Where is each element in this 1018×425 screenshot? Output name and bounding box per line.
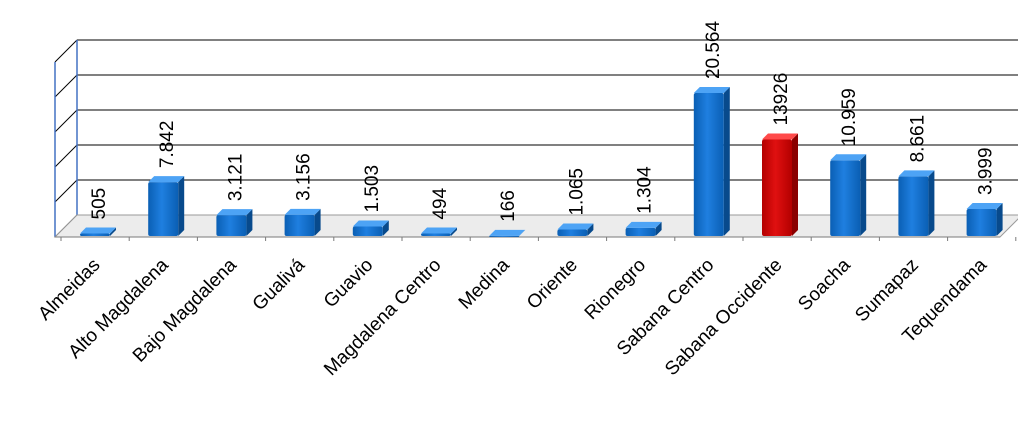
bar-front (557, 229, 588, 236)
bar (216, 209, 253, 236)
bar (352, 220, 389, 236)
bar (830, 154, 867, 236)
bar-top (148, 176, 185, 183)
bar-front (421, 233, 451, 236)
data-label: 10.959 (839, 88, 860, 146)
bar-side (451, 227, 457, 236)
bar-side (792, 133, 798, 236)
bar (557, 223, 594, 236)
data-label: 1.503 (362, 165, 383, 213)
category-label: Sumapaz (851, 255, 923, 327)
bar-top (352, 220, 389, 227)
bars-group (80, 87, 1003, 237)
category-label: Oriente (523, 255, 582, 314)
bar-side (860, 154, 867, 236)
bar (898, 170, 935, 236)
category-label: Sabana Occidente (661, 255, 786, 380)
bar-side (519, 229, 526, 236)
bar (421, 227, 457, 236)
bar-top (421, 227, 457, 234)
bar-front (216, 215, 247, 236)
bar-top (762, 133, 798, 140)
bar-front (830, 160, 861, 236)
side-gridline (54, 179, 78, 203)
category-label: Soacha (794, 254, 855, 315)
data-label: 3.156 (294, 153, 315, 201)
bar-top (80, 227, 116, 234)
bar-front (625, 227, 656, 236)
data-labels-group: 505 7.842 3.121 3.156 1.503 494 166 1.065 1.304 2… (89, 21, 997, 222)
bar-front (352, 226, 383, 236)
category-label: Magdalena Centro (320, 255, 445, 380)
plot-walls (53, 39, 1018, 241)
bar (625, 221, 662, 236)
bar-side (587, 223, 594, 236)
bar (762, 133, 798, 236)
category-label: Gualivá (249, 254, 310, 315)
data-label: 166 (498, 190, 519, 222)
data-label: 3.121 (225, 154, 246, 202)
bar-front (284, 214, 315, 236)
bar-side (314, 208, 321, 236)
bar-front (148, 182, 179, 236)
bar-top (693, 87, 730, 94)
bar (80, 227, 116, 236)
category-label: Almeidas (34, 255, 104, 325)
bar-side (996, 203, 1003, 236)
bar-side (246, 209, 253, 236)
bar-side (723, 87, 730, 236)
data-label: 1.065 (566, 168, 587, 216)
bar-top (898, 170, 935, 177)
bar-front (966, 209, 997, 236)
data-label: 3.999 (976, 147, 997, 195)
bar-front (693, 93, 724, 236)
category-label: Rionegro (581, 255, 650, 324)
bar-top (966, 203, 1003, 210)
data-label: 13926 (771, 73, 792, 126)
bar-top (284, 208, 321, 215)
bar-side (110, 227, 116, 236)
category-label: Medina (455, 254, 514, 313)
side-gridline (54, 144, 78, 168)
bar-front (898, 176, 929, 236)
bar-side (382, 220, 389, 236)
bar (693, 87, 730, 236)
bar (966, 203, 1003, 236)
bar-side (178, 176, 185, 236)
data-label: 494 (430, 187, 451, 219)
data-label: 8.661 (907, 115, 928, 163)
bar-front (80, 233, 110, 236)
bar-side (655, 221, 662, 236)
data-label: 7.842 (157, 121, 178, 169)
bar-top (489, 229, 526, 236)
bar-top (216, 209, 253, 216)
data-label: 1.304 (635, 166, 656, 214)
floor (53, 214, 1018, 238)
data-label: 20.564 (703, 21, 724, 80)
side-gridline (54, 109, 78, 133)
bar-front (762, 139, 792, 236)
category-label: Guavio (320, 255, 377, 312)
bar (148, 176, 185, 236)
bar-side (928, 170, 935, 236)
bar-top (625, 221, 662, 228)
side-gridline (54, 39, 78, 63)
bar-top (830, 154, 867, 161)
bar-top (557, 223, 594, 230)
side-gridline (54, 74, 78, 98)
bar-front (489, 235, 520, 237)
data-label: 505 (89, 188, 110, 220)
bar (284, 208, 321, 236)
bar (489, 229, 526, 237)
